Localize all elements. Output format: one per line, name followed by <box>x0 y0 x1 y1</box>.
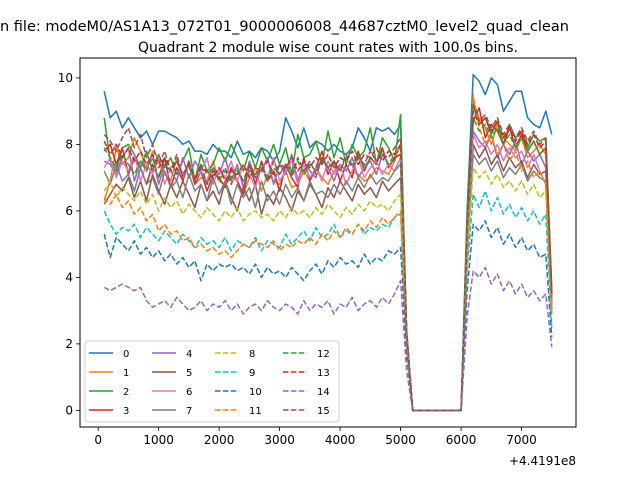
series-line-15 <box>103 103 553 412</box>
legend-label-8: 8 <box>249 349 255 360</box>
series-lines <box>103 73 553 412</box>
x-tick-label: 6000 <box>446 433 477 447</box>
legend-label-10: 10 <box>249 387 262 398</box>
legend-label-11: 11 <box>249 406 262 417</box>
x-tick-label: 0 <box>94 433 102 447</box>
series-line-5 <box>103 143 553 412</box>
legend-label-7: 7 <box>186 406 192 417</box>
chart-title: Quadrant 2 module wise count rates with … <box>138 40 518 56</box>
y-tick-label: 8 <box>65 137 73 151</box>
series-line-11 <box>103 93 553 412</box>
y-axis: 0 2 4 6 8 10 <box>58 71 80 417</box>
series-line-8 <box>103 166 553 412</box>
legend-label-2: 2 <box>123 387 129 398</box>
legend-label-3: 3 <box>123 406 129 417</box>
series-line-0 <box>103 73 553 412</box>
legend-label-15: 15 <box>317 406 330 417</box>
y-tick-label: 6 <box>65 204 73 218</box>
legend-label-12: 12 <box>317 349 330 360</box>
legend-label-9: 9 <box>249 368 255 379</box>
x-tick-label: 2000 <box>204 433 235 447</box>
y-tick-label: 4 <box>65 270 73 284</box>
x-tick-label: 4000 <box>325 433 356 447</box>
legend-label-1: 1 <box>123 368 129 379</box>
legend-label-5: 5 <box>186 368 192 379</box>
x-tick-label: 5000 <box>385 433 416 447</box>
series-line-9 <box>103 190 553 412</box>
plot-frame <box>79 57 577 428</box>
legend-label-14: 14 <box>317 387 330 398</box>
series-line-6 <box>103 133 553 412</box>
series-line-10 <box>103 220 553 412</box>
y-tick-label: 2 <box>65 337 73 351</box>
legend-label-13: 13 <box>317 368 330 379</box>
y-tick-label: 0 <box>65 403 73 417</box>
legend-label-0: 0 <box>123 349 129 360</box>
x-axis: 0 1000 2000 3000 4000 5000 6000 7000 <box>94 427 537 447</box>
x-tick-label: 1000 <box>143 433 174 447</box>
x-tick-label: 3000 <box>264 433 295 447</box>
x-tick-label: 7000 <box>506 433 537 447</box>
legend-label-4: 4 <box>186 349 192 360</box>
series-line-14 <box>103 266 553 412</box>
legend-frame <box>84 340 340 423</box>
series-line-13 <box>103 110 553 412</box>
legend-label-6: 6 <box>186 387 192 398</box>
file-title: n file: modeM0/AS1A13_072T01_9000006008_… <box>0 19 569 35</box>
y-tick-label: 10 <box>58 71 73 85</box>
x-axis-offset-label: +4.4191e8 <box>509 454 576 468</box>
series-line-7 <box>103 153 553 412</box>
